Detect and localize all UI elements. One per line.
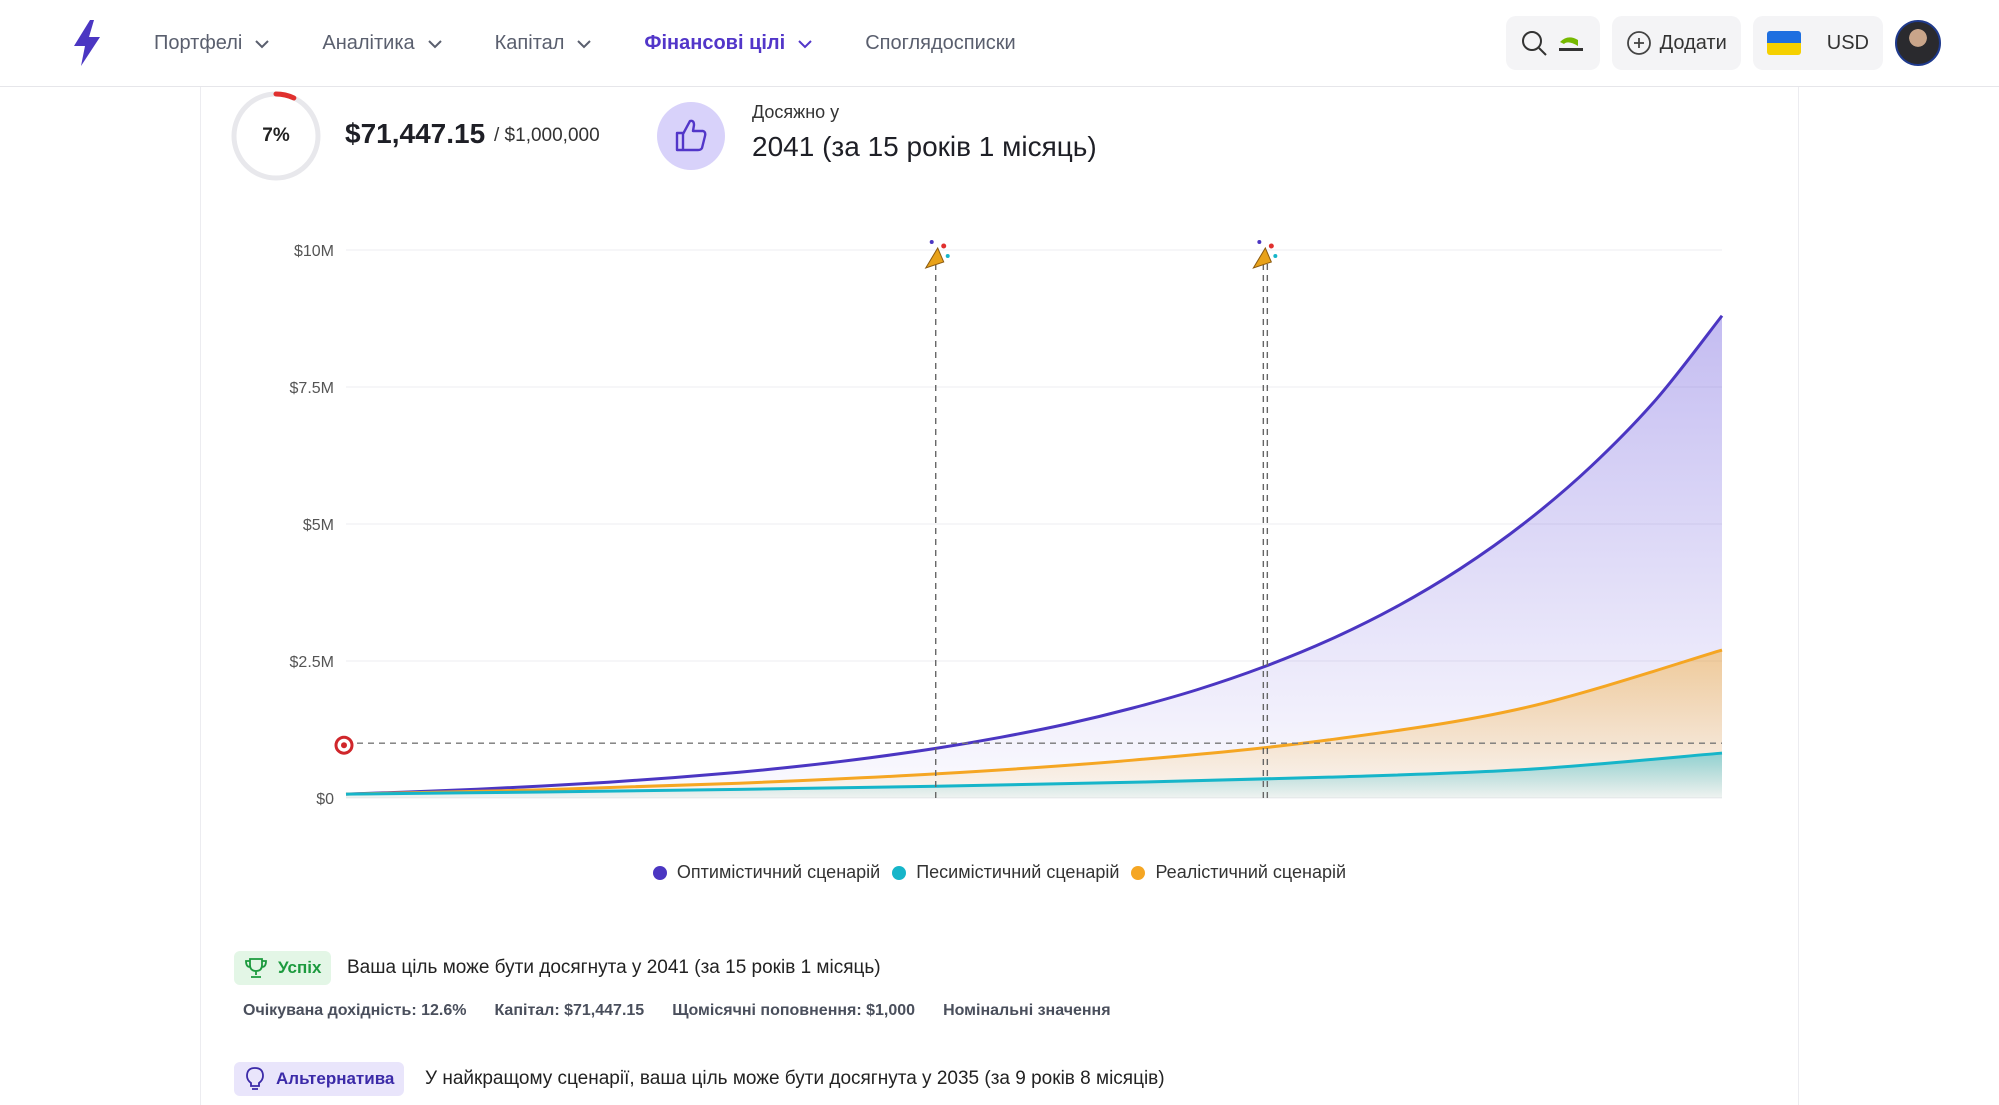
nav-item-analytics[interactable]: Аналітика — [322, 32, 442, 55]
y-tick-label: $7.5M — [290, 380, 334, 397]
confetti — [1273, 254, 1278, 258]
stat-nominal-values: Номінальні значення — [943, 1002, 1111, 1019]
legend-dot — [1131, 865, 1146, 880]
current-amount: $71,447.15 — [345, 118, 486, 149]
legend-item-optimistic[interactable]: Оптимістичний сценарій — [652, 862, 881, 883]
add-button[interactable]: Додати — [1611, 16, 1741, 70]
plus-circle-icon — [1626, 31, 1651, 55]
nav-item-financial-goals[interactable]: Фінансові цілі — [644, 32, 813, 55]
header-tools: Додати USD — [1505, 16, 1941, 70]
currency-selector[interactable]: USD — [1752, 16, 1883, 70]
nvidia-logo-icon — [1558, 37, 1583, 51]
party-popper-icon — [1252, 240, 1278, 269]
top-navigation-bar: Портфелі Аналітика Капітал Фінансові ціл… — [0, 0, 1999, 87]
nav-item-label: Портфелі — [154, 32, 243, 54]
legend-dot — [652, 865, 667, 880]
chevron-down-icon — [798, 39, 812, 48]
y-tick-label: $2.5M — [290, 654, 334, 671]
thumbs-up-badge — [657, 102, 725, 170]
ukraine-flag-icon — [1766, 31, 1801, 55]
chevron-down-icon — [255, 39, 270, 48]
popper-cone — [924, 246, 945, 269]
nav-item-capital[interactable]: Капітал — [495, 32, 593, 55]
y-tick-label: $0 — [316, 791, 334, 808]
confetti — [945, 254, 950, 258]
series-pessimistic-area — [346, 753, 1722, 798]
series-realistic-line — [345, 648, 1723, 796]
chart-legend: Оптимістичний сценарій Песимістичний сце… — [0, 862, 1999, 883]
stat-capital: Капітал: $71,447.15 — [494, 1002, 645, 1019]
goal-projection-chart: $0 $2.5M $5M $7.5M $10M — [290, 240, 1724, 808]
lightbulb-icon — [246, 1067, 264, 1090]
series-realistic-area — [346, 650, 1722, 798]
target-amount: / $1,000,000 — [494, 125, 600, 146]
success-badge-label: Успіх — [278, 958, 322, 977]
series-pessimistic-line — [345, 751, 1723, 796]
nav-item-label: Капітал — [494, 32, 565, 54]
legend-dot — [892, 865, 907, 880]
alternative-badge: Альтернатива — [234, 1062, 405, 1096]
y-tick-label: $5M — [303, 517, 334, 534]
alternative-message: У найкращому сценарії, ваша ціль може бу… — [425, 1068, 1165, 1089]
legend-item-pessimistic[interactable]: Песимістичний сценарій — [892, 862, 1119, 883]
thumbs-up-icon — [675, 119, 707, 152]
confetti — [941, 243, 947, 249]
party-popper-icon — [924, 240, 950, 269]
target-center — [341, 742, 347, 749]
chevron-down-icon — [427, 39, 442, 48]
confetti — [929, 240, 934, 244]
user-avatar[interactable] — [1895, 20, 1941, 66]
stat-expected-return: Очікувана дохідність: 12.6% — [243, 1002, 467, 1019]
confetti — [1268, 243, 1274, 249]
success-message: Ваша ціль може бути досягнута у 2041 (за… — [347, 957, 881, 978]
legend-label: Реалістичний сценарій — [1155, 862, 1347, 882]
series-optimistic-area — [346, 315, 1722, 798]
main-nav: Портфелі Аналітика Капітал Фінансові ціл… — [154, 0, 1068, 87]
nav-item-label: Фінансові цілі — [644, 32, 786, 54]
series-optimistic-line — [345, 314, 1724, 796]
nav-item-label: Аналітика — [322, 32, 415, 54]
nav-item-label: Споглядосписки — [865, 32, 1016, 54]
search-button[interactable] — [1505, 16, 1600, 70]
chevron-down-icon — [577, 39, 592, 48]
target-icon — [334, 735, 354, 755]
nav-item-watchlists[interactable]: Споглядосписки — [865, 32, 1015, 55]
legend-label: Оптимістичний сценарій — [676, 862, 881, 882]
progress-ring — [231, 91, 321, 181]
nav-item-portfolios[interactable]: Портфелі — [154, 32, 270, 55]
y-tick-label: $10M — [294, 243, 334, 260]
confetti — [1257, 240, 1262, 244]
lightning-logo-icon[interactable] — [70, 20, 104, 66]
popper-cone — [1252, 246, 1273, 269]
stat-monthly-contribution: Щомісячні поповнення: $1,000 — [672, 1002, 916, 1019]
trophy-icon — [245, 958, 267, 978]
reached-label: Досяжно у — [752, 102, 840, 122]
goal-stats: Очікувана дохідність: 12.6% Капітал: $71… — [243, 1002, 1139, 1020]
legend-item-realistic[interactable]: Реалістичний сценарій — [1131, 862, 1346, 883]
search-icon — [1521, 31, 1547, 56]
success-badge: Успіх — [234, 951, 332, 985]
alternative-badge-label: Альтернатива — [276, 1069, 395, 1088]
currency-label: USD — [1826, 31, 1869, 54]
legend-label: Песимістичний сценарій — [916, 862, 1120, 882]
reached-value: 2041 (за 15 років 1 місяць) — [752, 131, 1097, 162]
progress-percent: 7% — [262, 125, 290, 146]
add-button-label: Додати — [1659, 31, 1727, 54]
